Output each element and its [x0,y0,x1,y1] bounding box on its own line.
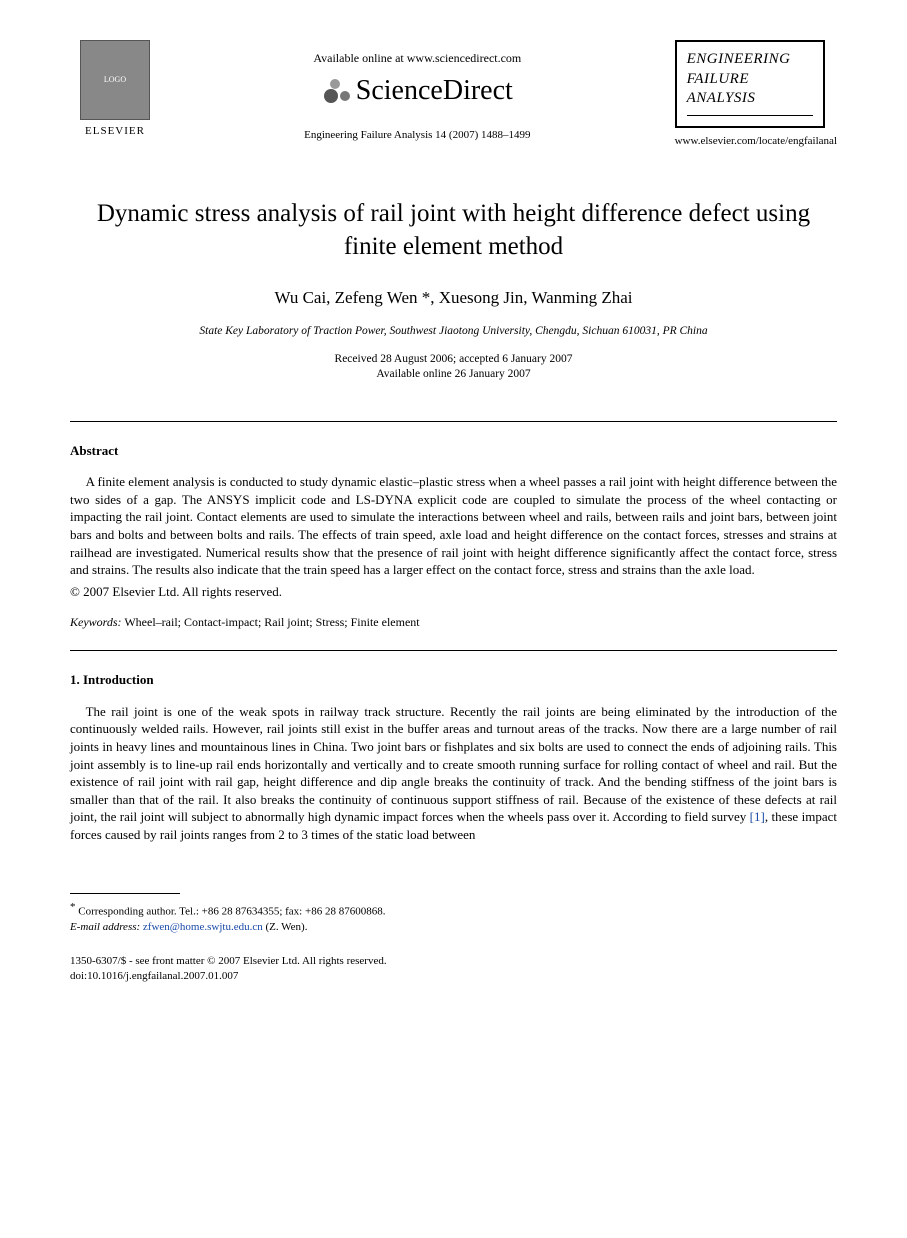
elsevier-tree-logo: LOGO [80,40,150,120]
article-title: Dynamic stress analysis of rail joint wi… [90,198,817,263]
sciencedirect-text: ScienceDirect [356,72,513,110]
article-dates: Received 28 August 2006; accepted 6 Janu… [70,352,837,383]
keywords-label: Keywords: [70,615,122,629]
abstract-bottom-rule [70,650,837,651]
affiliation: State Key Laboratory of Traction Power, … [70,324,837,340]
corresponding-author-text: Corresponding author. Tel.: +86 28 87634… [78,906,385,918]
publisher-block: LOGO ELSEVIER [70,40,160,139]
received-accepted-date: Received 28 August 2006; accepted 6 Janu… [70,352,837,368]
journal-line-1: ENGINEERING [687,50,813,70]
intro-text-part1: The rail joint is one of the weak spots … [70,704,837,824]
citation-ref-1[interactable]: [1] [750,809,765,824]
journal-line-3: ANALYSIS [687,89,813,109]
footnote-asterisk: * [70,901,76,913]
email-attribution: (Z. Wen). [263,921,308,933]
journal-box-divider [687,115,813,116]
email-link[interactable]: zfwen@home.swjtu.edu.cn [143,921,263,933]
doi-line: doi:10.1016/j.engfailanal.2007.01.007 [70,969,837,984]
keywords-text: Wheel–rail; Contact-impact; Rail joint; … [122,615,420,629]
author-list: Wu Cai, Zefeng Wen *, Xuesong Jin, Wanmi… [70,287,837,310]
publisher-label: ELSEVIER [85,124,145,139]
journal-column: ENGINEERING FAILURE ANALYSIS www.elsevie… [675,40,837,148]
keywords-line: Keywords: Wheel–rail; Contact-impact; Ra… [70,614,837,630]
email-label: E-mail address: [70,921,140,933]
journal-url: www.elsevier.com/locate/engfailanal [675,134,837,149]
journal-line-2: FAILURE [687,70,813,90]
intro-paragraph: The rail joint is one of the weak spots … [70,703,837,843]
sciencedirect-logo: ScienceDirect [322,72,513,110]
abstract-heading: Abstract [70,442,837,460]
abstract-top-rule [70,421,837,422]
abstract-copyright: © 2007 Elsevier Ltd. All rights reserved… [70,583,837,601]
page-header: LOGO ELSEVIER Available online at www.sc… [70,40,837,148]
journal-title-box: ENGINEERING FAILURE ANALYSIS [675,40,825,128]
section-1-heading: 1. Introduction [70,671,837,689]
available-online-text: Available online at www.sciencedirect.co… [313,50,521,66]
doi-block: 1350-6307/$ - see front matter © 2007 El… [70,954,837,985]
footnote-separator [70,893,180,894]
abstract-text: A finite element analysis is conducted t… [70,473,837,578]
front-matter-line: 1350-6307/$ - see front matter © 2007 El… [70,954,837,969]
corresponding-author-footnote: * Corresponding author. Tel.: +86 28 876… [70,900,837,935]
sciencedirect-icon [322,77,350,105]
available-online-date: Available online 26 January 2007 [70,367,837,383]
header-center: Available online at www.sciencedirect.co… [160,40,675,143]
citation-line: Engineering Failure Analysis 14 (2007) 1… [304,128,530,143]
